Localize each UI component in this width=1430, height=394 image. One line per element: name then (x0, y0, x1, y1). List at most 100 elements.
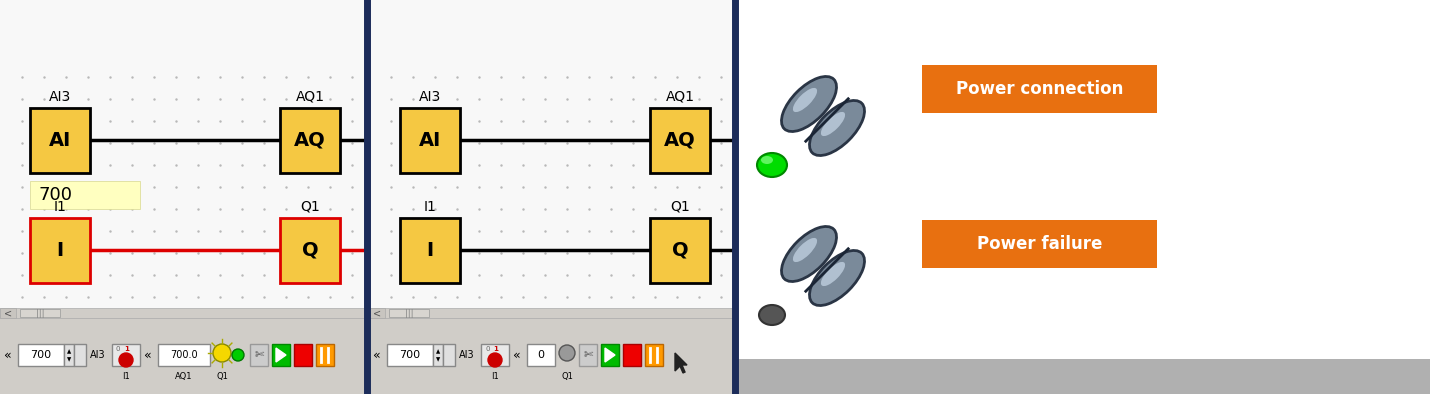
Text: AI: AI (49, 130, 72, 149)
Text: Q: Q (302, 240, 319, 260)
Text: I1: I1 (122, 372, 130, 381)
Text: Q: Q (672, 240, 688, 260)
Text: ✄: ✄ (583, 350, 592, 360)
Ellipse shape (781, 227, 837, 282)
Text: Q1: Q1 (216, 372, 227, 381)
FancyBboxPatch shape (369, 315, 734, 394)
Text: 700: 700 (39, 186, 72, 203)
Text: AQ1: AQ1 (665, 89, 695, 104)
FancyBboxPatch shape (280, 217, 340, 282)
Polygon shape (605, 348, 615, 362)
FancyBboxPatch shape (651, 217, 711, 282)
Circle shape (232, 349, 245, 361)
FancyBboxPatch shape (250, 344, 267, 366)
Text: Q1: Q1 (300, 199, 320, 214)
Text: |||: ||| (36, 309, 44, 318)
Circle shape (559, 345, 575, 361)
Text: AQ1: AQ1 (296, 89, 325, 104)
FancyBboxPatch shape (400, 108, 460, 173)
Circle shape (213, 344, 232, 362)
Text: <: < (4, 308, 11, 318)
FancyBboxPatch shape (0, 308, 16, 318)
Text: 0: 0 (538, 350, 545, 360)
FancyBboxPatch shape (433, 344, 443, 366)
FancyBboxPatch shape (922, 65, 1157, 113)
Text: <: < (373, 308, 380, 318)
FancyBboxPatch shape (157, 344, 210, 366)
Polygon shape (675, 353, 686, 373)
FancyBboxPatch shape (112, 344, 140, 366)
FancyBboxPatch shape (651, 108, 711, 173)
FancyBboxPatch shape (528, 344, 555, 366)
Ellipse shape (756, 153, 786, 177)
Text: Power failure: Power failure (977, 235, 1103, 253)
Ellipse shape (759, 305, 785, 325)
Text: 1: 1 (493, 346, 498, 352)
FancyBboxPatch shape (0, 308, 365, 318)
Circle shape (119, 353, 133, 367)
FancyBboxPatch shape (0, 0, 365, 394)
FancyBboxPatch shape (389, 309, 429, 317)
Text: I1: I1 (53, 199, 66, 214)
Text: AQ: AQ (295, 130, 326, 149)
FancyBboxPatch shape (316, 344, 335, 366)
Text: I1: I1 (423, 199, 436, 214)
Ellipse shape (792, 238, 817, 262)
FancyBboxPatch shape (0, 315, 365, 394)
Text: AI3: AI3 (90, 350, 106, 360)
FancyBboxPatch shape (272, 344, 290, 366)
Polygon shape (276, 348, 286, 362)
FancyBboxPatch shape (20, 309, 60, 317)
Ellipse shape (781, 76, 837, 132)
FancyBboxPatch shape (443, 344, 455, 366)
Text: «: « (4, 349, 11, 362)
Text: I1: I1 (490, 372, 499, 381)
FancyBboxPatch shape (480, 344, 509, 366)
Text: ▼: ▼ (67, 357, 72, 362)
Text: 1: 1 (124, 346, 129, 352)
FancyBboxPatch shape (645, 344, 664, 366)
FancyBboxPatch shape (30, 108, 90, 173)
Text: ✄: ✄ (255, 350, 263, 360)
FancyBboxPatch shape (922, 220, 1157, 268)
Text: Q1: Q1 (561, 372, 573, 381)
FancyBboxPatch shape (30, 180, 140, 208)
Text: I: I (426, 240, 433, 260)
Text: Power connection: Power connection (955, 80, 1123, 98)
Ellipse shape (821, 112, 845, 136)
Text: AI3: AI3 (49, 89, 72, 104)
Text: AQ: AQ (664, 130, 696, 149)
Text: ▲: ▲ (67, 349, 72, 355)
Text: «: « (513, 349, 521, 362)
Text: «: « (144, 349, 152, 362)
Circle shape (488, 353, 502, 367)
Ellipse shape (821, 262, 845, 286)
Text: |||: ||| (405, 309, 413, 318)
FancyBboxPatch shape (369, 308, 385, 318)
FancyBboxPatch shape (295, 344, 312, 366)
Ellipse shape (792, 88, 817, 112)
Text: 700.0: 700.0 (170, 350, 197, 360)
Text: ▼: ▼ (436, 357, 440, 362)
Text: AI: AI (419, 130, 440, 149)
Text: «: « (373, 349, 380, 362)
FancyBboxPatch shape (388, 344, 433, 366)
FancyBboxPatch shape (30, 217, 90, 282)
FancyBboxPatch shape (736, 0, 1430, 394)
Text: 700: 700 (399, 350, 420, 360)
Text: Q1: Q1 (671, 199, 689, 214)
Text: 700: 700 (30, 350, 51, 360)
FancyBboxPatch shape (280, 108, 340, 173)
FancyBboxPatch shape (400, 217, 460, 282)
FancyBboxPatch shape (623, 344, 641, 366)
Ellipse shape (809, 100, 865, 156)
FancyBboxPatch shape (64, 344, 74, 366)
FancyBboxPatch shape (579, 344, 596, 366)
Ellipse shape (809, 251, 865, 305)
Text: AI3: AI3 (419, 89, 440, 104)
FancyBboxPatch shape (0, 359, 1430, 394)
FancyBboxPatch shape (74, 344, 86, 366)
Text: AI3: AI3 (459, 350, 475, 360)
Text: AQ1: AQ1 (176, 372, 193, 381)
Text: I: I (56, 240, 63, 260)
